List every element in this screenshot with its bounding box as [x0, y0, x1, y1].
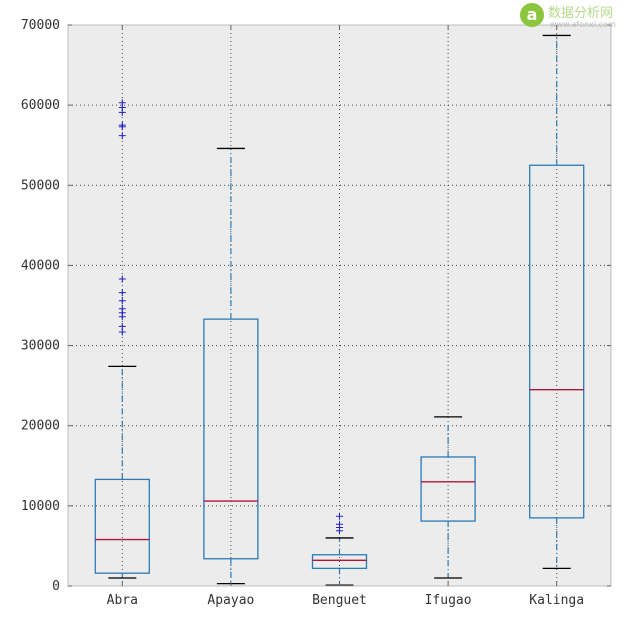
y-tick-label: 60000 [21, 98, 60, 113]
x-tick-label: Ifugao [425, 593, 472, 608]
x-tick-label: Benguet [312, 593, 367, 608]
y-tick-label: 30000 [21, 339, 60, 354]
iqr-box [94, 478, 150, 574]
outlier-marker [118, 99, 126, 107]
watermark: a 数据分析网 www.afenxi.com [520, 2, 624, 32]
y-tick-label: 20000 [21, 419, 60, 434]
x-tick-label: Apayao [207, 593, 254, 608]
watermark-url: www.afenxi.com [550, 20, 616, 29]
outlier-marker [118, 297, 126, 305]
outlier-marker [118, 305, 126, 313]
x-tick-label: Abra [107, 593, 138, 608]
iqr-box [203, 318, 259, 560]
outlier-marker [118, 289, 126, 297]
y-tick-label: 0 [52, 579, 60, 594]
y-tick-label: 10000 [21, 499, 60, 514]
y-tick-label: 40000 [21, 258, 60, 273]
outlier-marker [118, 275, 126, 283]
outlier-marker [118, 121, 126, 129]
afenxi-logo-icon: a [520, 3, 544, 27]
iqr-box [420, 456, 476, 522]
iqr-box [529, 164, 585, 519]
y-tick-label: 70000 [21, 18, 60, 33]
outlier-marker [118, 132, 126, 140]
watermark-title: 数据分析网 [548, 6, 614, 21]
outlier-marker [336, 520, 343, 528]
iqr-box [311, 554, 368, 570]
outlier-marker [118, 322, 126, 330]
y-tick-label: 50000 [21, 178, 60, 193]
outlier-marker [336, 512, 343, 520]
x-tick-label: Kalinga [529, 593, 584, 608]
